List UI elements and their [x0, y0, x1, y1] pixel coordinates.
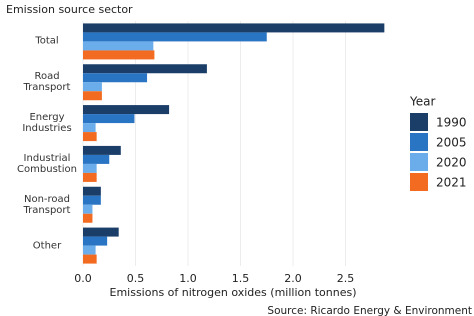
bar: [83, 213, 93, 223]
y-tick-label: Other: [32, 240, 62, 252]
x-tick-label: 0.0: [74, 272, 92, 285]
bar: [83, 132, 97, 142]
bar: [83, 64, 207, 74]
x-tick-label: 2.5: [337, 272, 355, 285]
bar: [83, 204, 93, 214]
legend-swatch: [410, 113, 428, 131]
bar: [83, 50, 155, 60]
y-tick-label: Total: [35, 35, 59, 47]
bar: [83, 154, 110, 164]
legend-label: 2021: [436, 176, 467, 190]
legend-label: 2005: [436, 136, 467, 150]
bar: [83, 32, 267, 42]
x-tick-label: 0.5: [127, 272, 145, 285]
bar: [83, 145, 121, 155]
y-tick-label: Road Transport: [23, 71, 71, 94]
y-tick-label: Non-road Transport: [23, 193, 71, 216]
bar: [83, 163, 97, 173]
bar: [83, 186, 101, 196]
source-note: Source: Ricardo Energy & Environment: [267, 305, 472, 316]
bar: [83, 23, 385, 33]
bar: [83, 245, 96, 255]
x-tick-label: 2.0: [284, 272, 302, 285]
bar: [83, 227, 119, 237]
legend-label: 2020: [436, 156, 467, 170]
y-tick-label: Industrial Combustion: [17, 152, 77, 175]
bar: [83, 236, 108, 246]
bar: [83, 254, 97, 264]
y-tick-label: Energy Industries: [22, 112, 72, 135]
bar: [83, 41, 154, 51]
legend-swatch: [410, 153, 428, 171]
chart-title: Emission source sector: [6, 3, 133, 16]
bar: [83, 172, 97, 182]
legend-title: Year: [409, 95, 435, 109]
legend-swatch: [410, 173, 428, 191]
bar: [83, 82, 102, 92]
bar: [83, 123, 96, 133]
bar: [83, 114, 135, 124]
bar: [83, 73, 148, 83]
bar: [83, 105, 170, 115]
x-tick-label: 1.5: [232, 272, 250, 285]
legend-swatch: [410, 133, 428, 151]
x-tick-label: 1.0: [179, 272, 197, 285]
x-axis-title: Emissions of nitrogen oxides (million to…: [110, 286, 357, 299]
bar: [83, 195, 101, 205]
bar: [83, 91, 102, 101]
legend-label: 1990: [436, 116, 467, 130]
